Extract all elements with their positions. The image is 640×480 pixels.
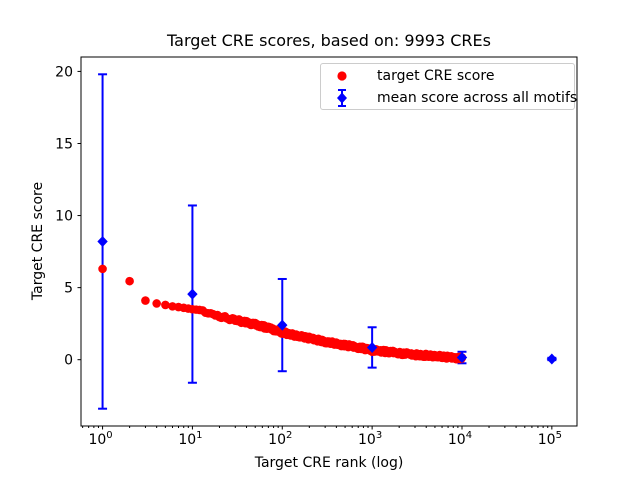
x-tick-label: 100 — [88, 430, 112, 448]
legend-item-target-score: target CRE score — [321, 65, 574, 86]
legend-label-target-score: target CRE score — [377, 67, 495, 84]
x-tick-label: 104 — [448, 430, 472, 448]
x-tick-label: 103 — [358, 430, 382, 448]
y-tick-label: 5 — [64, 281, 73, 297]
legend-label-mean-score: mean score across all motifs — [377, 89, 578, 106]
axis-ticks — [77, 70, 553, 430]
legend-item-mean-score: mean score across all motifs — [321, 87, 578, 108]
x-tick-label: 105 — [538, 430, 562, 448]
y-tick-label: 0 — [64, 353, 73, 369]
target-score-points — [98, 264, 467, 364]
tick-labels: 100 101 102 103 104 105 0 5 10 15 20 — [55, 64, 562, 448]
mean-score-diamonds — [97, 236, 558, 365]
x-tick-label: 101 — [178, 430, 202, 448]
legend-red-circle-icon — [332, 66, 352, 86]
y-tick-label: 20 — [55, 64, 73, 80]
plot-spines — [80, 56, 578, 427]
mean-score-error-bars — [98, 73, 557, 410]
y-tick-label: 15 — [55, 136, 73, 152]
x-axis-label: Target CRE rank (log) — [254, 455, 404, 471]
x-tick-label: 102 — [268, 430, 292, 448]
legend: target CRE score mean score across all m… — [320, 63, 578, 110]
legend-blue-diamond-errorbar-icon — [332, 88, 352, 108]
y-axis-label: Target CRE score — [30, 181, 46, 301]
chart-title: Target CRE scores, based on: 9993 CREs — [167, 31, 491, 50]
y-tick-label: 10 — [55, 209, 73, 225]
